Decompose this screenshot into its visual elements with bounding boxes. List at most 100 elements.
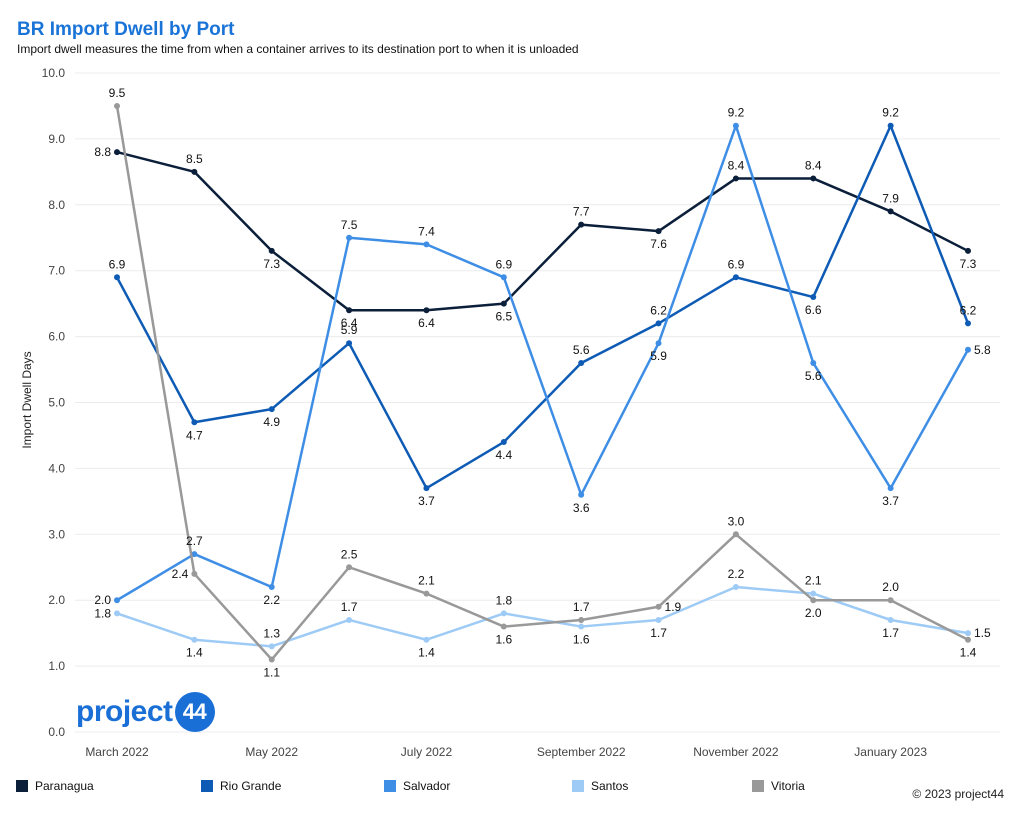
data-label: 6.2 xyxy=(960,303,977,317)
data-label: 6.2 xyxy=(650,303,667,317)
y-tick-label: 5.0 xyxy=(48,396,65,410)
data-label: 9.2 xyxy=(728,106,745,120)
y-axis-ticks: 0.0 1.0 2.0 3.0 4.0 5.0 6.0 7.0 8.0 9.0 10.0 xyxy=(42,66,66,739)
data-point xyxy=(191,551,198,558)
chart-title: BR Import Dwell by Port xyxy=(17,19,235,40)
data-label: 2.2 xyxy=(728,567,745,581)
data-point xyxy=(965,630,971,637)
data-point xyxy=(346,616,353,623)
data-labels: 8.8 8.5 7.3 6.4 6.4 6.5 7.7 7.6 8.4 8.4 7.9 7.3 6.9 4… xyxy=(94,86,991,680)
data-point xyxy=(268,584,275,591)
data-point xyxy=(655,340,662,347)
data-point xyxy=(114,610,120,617)
data-label: 2.0 xyxy=(882,580,899,594)
data-label: 3.6 xyxy=(573,501,590,515)
data-point xyxy=(500,300,507,307)
data-label: 6.5 xyxy=(495,310,512,324)
data-label: 6.9 xyxy=(495,257,512,271)
data-label: 7.9 xyxy=(882,191,899,205)
series-line-vitoria xyxy=(115,105,969,661)
data-point xyxy=(500,274,507,281)
legend-swatch xyxy=(16,780,28,792)
x-tick-label: January 2023 xyxy=(854,745,927,759)
data-label: 6.4 xyxy=(418,316,435,330)
legend-item: Salvador xyxy=(384,779,450,793)
data-point xyxy=(887,597,894,604)
data-point xyxy=(423,636,430,643)
data-label: 8.4 xyxy=(805,158,822,172)
data-label: 1.4 xyxy=(960,646,977,660)
data-point xyxy=(578,359,585,366)
data-point xyxy=(500,623,507,630)
data-point xyxy=(810,359,817,366)
project44-logo: project 44 xyxy=(76,692,215,732)
data-label: 2.1 xyxy=(805,574,822,588)
data-label: 2.0 xyxy=(805,606,822,620)
data-point xyxy=(655,228,662,235)
data-point xyxy=(887,485,894,492)
data-point xyxy=(578,623,585,630)
legend-item: Vitoria xyxy=(752,779,805,793)
data-label: 7.3 xyxy=(960,257,977,271)
legend-item: Rio Grande xyxy=(201,779,281,793)
logo-badge: 44 xyxy=(174,692,215,732)
data-label: 3.7 xyxy=(882,494,899,508)
data-point xyxy=(114,597,120,604)
series-line-santos xyxy=(116,585,969,648)
data-label: 1.9 xyxy=(665,600,682,614)
data-point xyxy=(578,616,585,623)
chart-series xyxy=(114,102,971,663)
data-label: 4.9 xyxy=(263,415,280,429)
data-point xyxy=(268,247,275,254)
data-point xyxy=(655,616,662,623)
data-point xyxy=(346,340,353,347)
data-label: 1.6 xyxy=(573,633,590,647)
data-label: 9.2 xyxy=(882,106,899,120)
chart-subtitle: Import dwell measures the time from when… xyxy=(17,42,579,56)
y-tick-label: 1.0 xyxy=(48,659,65,673)
data-label: 6.4 xyxy=(341,316,358,330)
copyright-text: © 2023 project44 xyxy=(912,787,1004,801)
data-label: 2.7 xyxy=(186,534,203,548)
data-point xyxy=(191,168,198,175)
data-point xyxy=(346,234,353,241)
data-point xyxy=(887,616,894,623)
legend-label: Santos xyxy=(591,779,629,793)
data-label: 6.6 xyxy=(805,303,822,317)
legend-item: Paranagua xyxy=(16,779,94,793)
data-point xyxy=(578,491,585,498)
chart-grid xyxy=(75,72,1000,733)
data-label: 7.4 xyxy=(418,224,435,238)
data-label: 7.7 xyxy=(573,205,590,219)
data-label: 4.7 xyxy=(186,428,203,442)
data-label: 1.4 xyxy=(418,646,435,660)
y-tick-label: 0.0 xyxy=(48,725,65,739)
data-point xyxy=(655,603,662,610)
y-tick-label: 7.0 xyxy=(48,264,65,278)
data-point xyxy=(114,149,120,156)
data-point xyxy=(810,590,817,597)
data-point xyxy=(578,221,585,228)
data-point xyxy=(191,419,198,426)
data-label: 4.4 xyxy=(495,448,512,462)
y-tick-label: 8.0 xyxy=(48,198,65,212)
data-label: 1.3 xyxy=(263,626,280,640)
data-label: 1.1 xyxy=(263,666,280,680)
legend-item: Santos xyxy=(572,779,628,793)
data-label: 1.6 xyxy=(495,633,512,647)
data-point xyxy=(965,636,971,643)
data-label: 6.9 xyxy=(728,257,745,271)
data-label: 5.6 xyxy=(573,343,590,357)
data-point xyxy=(423,307,430,314)
legend-swatch xyxy=(384,780,396,792)
data-label: 2.0 xyxy=(94,593,111,607)
x-tick-label: September 2022 xyxy=(537,745,626,759)
data-point xyxy=(346,564,353,571)
legend-swatch xyxy=(572,780,584,792)
data-point xyxy=(423,590,430,597)
x-tick-label: July 2022 xyxy=(401,745,453,759)
data-label: 1.8 xyxy=(495,593,512,607)
data-label: 7.3 xyxy=(263,257,280,271)
data-label: 5.9 xyxy=(341,323,358,337)
legend-label: Rio Grande xyxy=(220,779,282,793)
